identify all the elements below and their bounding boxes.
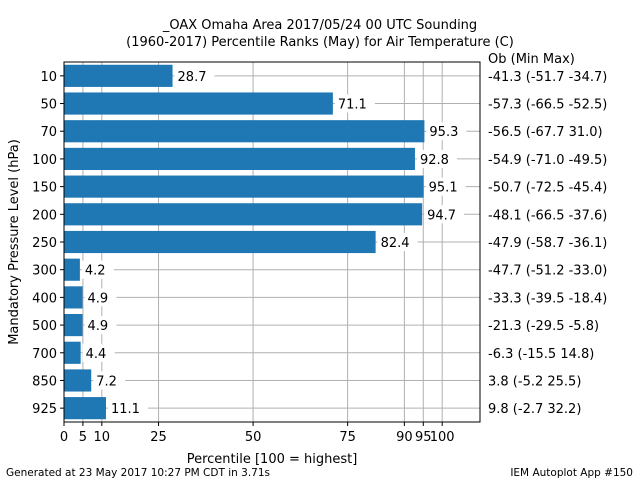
y-tick-label: 400	[32, 291, 57, 306]
y-tick-label: 150	[32, 181, 57, 196]
chart-title: _OAX Omaha Area 2017/05/24 00 UTC Soundi…	[162, 18, 477, 33]
value-label: 71.1	[338, 98, 367, 113]
value-label: 7.2	[96, 374, 117, 389]
value-label-bg	[425, 177, 466, 196]
value-label: 82.4	[381, 236, 410, 251]
right-label: -48.1 (-66.5 -37.6)	[488, 208, 607, 223]
y-tick-label: 850	[32, 374, 57, 389]
x-tick-label: 50	[245, 430, 262, 445]
y-axis: 10 50 70 100 150 200 250 300 400 500 700 850 925	[32, 70, 64, 417]
y-tick-label: 100	[32, 153, 57, 168]
value-label-bg	[84, 316, 117, 335]
y-tick-label: 10	[40, 70, 57, 85]
bar	[64, 147, 415, 170]
bar	[64, 92, 333, 115]
y-tick-label: 300	[32, 264, 57, 279]
value-label: 4.9	[88, 291, 109, 306]
value-label-bg	[377, 233, 418, 251]
right-label: -21.3 (-29.5 -5.8)	[488, 319, 599, 334]
y-tick-label: 925	[32, 402, 57, 417]
value-label-bg	[334, 94, 375, 113]
y-tick-label: 200	[32, 208, 57, 223]
chart-subtitle: (1960-2017) Percentile Ranks (May) for A…	[126, 35, 514, 50]
bars	[64, 64, 425, 420]
value-label-bg	[416, 149, 457, 168]
right-labels: -41.3 (-51.7 -34.7) -57.3 (-66.5 -52.5) -5…	[488, 70, 607, 417]
bar	[64, 64, 173, 87]
value-label: 95.1	[429, 181, 458, 196]
bar	[64, 230, 376, 254]
right-label: -54.9 (-71.0 -49.5)	[488, 153, 607, 168]
bar	[64, 341, 81, 364]
value-label: 4.4	[86, 347, 107, 362]
y-tick-label: 500	[32, 319, 57, 334]
value-label-bg	[84, 288, 117, 307]
x-tick-label: 90	[396, 430, 413, 445]
y-tick-label: 700	[32, 347, 57, 362]
value-label-bg	[107, 399, 148, 418]
y-tick-label: 70	[40, 125, 57, 140]
x-tick-label: 10	[94, 430, 111, 445]
right-label: -41.3 (-51.7 -34.7)	[488, 70, 607, 85]
value-label: 94.7	[427, 208, 456, 223]
right-label: -47.9 (-58.7 -36.1)	[488, 236, 607, 251]
x-tick-label: 5	[79, 430, 87, 445]
y-tick-label: 50	[40, 98, 57, 113]
value-label-bg	[82, 343, 115, 362]
value-label: 4.9	[88, 319, 109, 334]
right-label: -33.3 (-39.5 -18.4)	[488, 291, 607, 306]
value-label-bg	[81, 260, 114, 279]
bar	[64, 258, 80, 281]
value-label-bg	[426, 122, 467, 141]
bar	[64, 120, 425, 143]
value-label-bg	[424, 205, 465, 224]
x-tick-label: 0	[60, 430, 68, 445]
value-labels: 28.7 71.1 95.3 92.8 95.1 94.7 82.4 4.2 4.9 4.9 4.4…	[81, 66, 467, 418]
value-label: 28.7	[178, 70, 207, 85]
x-tick-label: 100	[430, 430, 455, 445]
right-label: -50.7 (-72.5 -45.4)	[488, 181, 607, 196]
bar	[64, 286, 83, 309]
value-label-bg	[174, 66, 215, 85]
value-label: 4.2	[85, 264, 106, 279]
footer-right: IEM Autoplot App #150	[510, 467, 633, 479]
y-axis-label: Mandatory Pressure Level (hPa)	[7, 139, 22, 345]
x-tick-label: 75	[339, 430, 356, 445]
right-label: 9.8 (-2.7 32.2)	[488, 402, 581, 417]
right-label: -47.7 (-51.2 -33.0)	[488, 264, 607, 279]
value-label: 92.8	[420, 153, 449, 168]
value-label-bg	[93, 371, 126, 390]
value-label: 95.3	[429, 125, 458, 140]
x-tick-label: 25	[150, 430, 167, 445]
y-tick-label: 250	[32, 236, 57, 251]
right-label: -6.3 (-15.5 14.8)	[488, 347, 594, 362]
bar	[64, 203, 423, 226]
right-label: -56.5 (-67.7 31.0)	[488, 125, 603, 140]
x-tick-label: 95	[415, 430, 432, 445]
right-label: -57.3 (-66.5 -52.5)	[488, 98, 607, 113]
bar	[64, 369, 92, 392]
x-axis-label: Percentile [100 = highest]	[187, 452, 358, 467]
bar	[64, 175, 424, 198]
footer-left: Generated at 23 May 2017 10:27 PM CDT in…	[6, 467, 270, 479]
right-header: Ob (Min Max)	[488, 52, 575, 67]
bar	[64, 397, 106, 420]
value-label: 11.1	[111, 402, 140, 417]
right-label: 3.8 (-5.2 25.5)	[488, 374, 581, 389]
bar	[64, 314, 83, 337]
